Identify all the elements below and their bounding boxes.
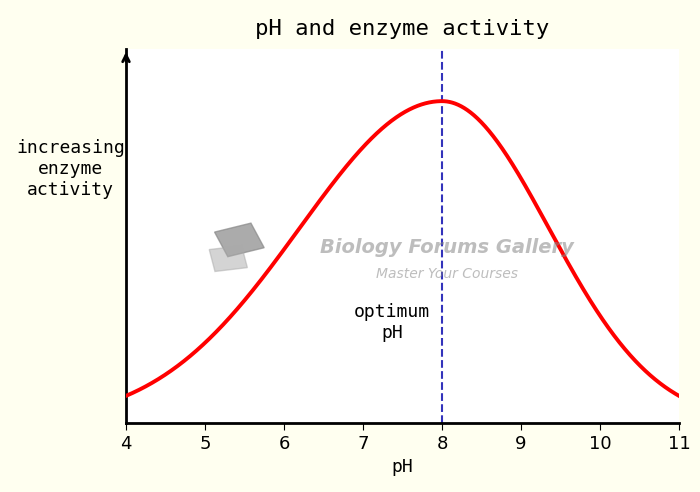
X-axis label: pH: pH — [391, 459, 414, 476]
Text: optimum
pH: optimum pH — [354, 303, 430, 341]
Text: Biology Forums Gallery: Biology Forums Gallery — [320, 238, 574, 257]
Polygon shape — [209, 246, 247, 272]
Text: increasing
enzyme
activity: increasing enzyme activity — [16, 139, 125, 199]
Text: Master Your Courses: Master Your Courses — [376, 267, 518, 280]
Polygon shape — [215, 223, 264, 257]
Title: pH and enzyme activity: pH and enzyme activity — [256, 19, 550, 39]
